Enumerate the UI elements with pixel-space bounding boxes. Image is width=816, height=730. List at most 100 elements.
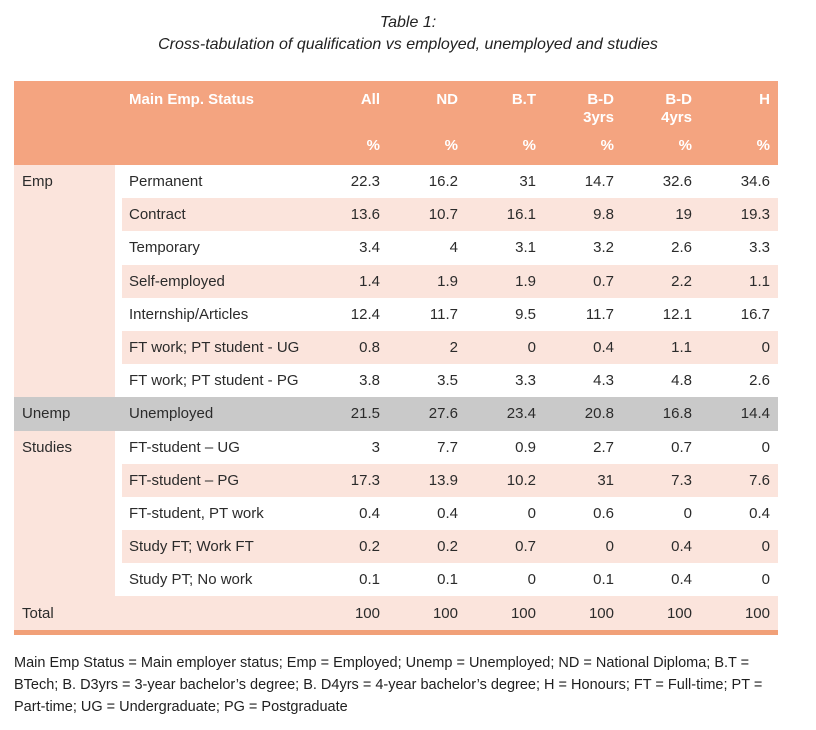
column-gutter bbox=[115, 231, 122, 265]
row-group-label bbox=[14, 330, 115, 365]
row-value: 0.1 bbox=[310, 563, 388, 597]
header-column-line: 3yrs bbox=[583, 109, 614, 126]
table-title: Table 1: bbox=[379, 14, 437, 31]
row-value: 100 bbox=[466, 596, 544, 630]
row-value: 0 bbox=[622, 496, 700, 531]
row-value: 23.4 bbox=[466, 397, 544, 431]
column-gutter bbox=[115, 198, 122, 232]
row-value: 0 bbox=[466, 496, 544, 531]
row-value: 1.9 bbox=[466, 264, 544, 298]
header-column-label: ND bbox=[388, 81, 466, 133]
row-label: Unemployed bbox=[122, 397, 310, 431]
row-value: 12.4 bbox=[310, 297, 388, 331]
table-row: FT work; PT student - UG 0.8 2 0 0.4 1.1 0 bbox=[14, 330, 778, 365]
row-value: 0.7 bbox=[544, 264, 622, 298]
row-value: 3.8 bbox=[310, 364, 388, 398]
row-value: 2.6 bbox=[622, 231, 700, 265]
row-value: 7.7 bbox=[388, 430, 466, 464]
row-value: 0 bbox=[700, 563, 778, 597]
row-value: 0.4 bbox=[622, 530, 700, 564]
row-value: 2.2 bbox=[622, 264, 700, 298]
header-column-line: B-D bbox=[665, 91, 692, 108]
row-value: 0.4 bbox=[544, 330, 622, 365]
table-bottom-rule bbox=[14, 629, 778, 635]
row-value: 0.4 bbox=[310, 496, 388, 531]
row-value: 19.3 bbox=[700, 198, 778, 232]
row-value: 10.7 bbox=[388, 198, 466, 232]
row-label: FT work; PT student - PG bbox=[122, 364, 310, 398]
table-row: Internship/Articles 12.4 11.7 9.5 11.7 12.1 16… bbox=[14, 297, 778, 331]
row-group-label bbox=[14, 463, 115, 497]
row-value: 1.1 bbox=[700, 264, 778, 298]
row-value: 16.8 bbox=[622, 397, 700, 431]
row-group-label bbox=[14, 364, 115, 398]
row-value: 0.6 bbox=[544, 496, 622, 531]
row-value: 4.3 bbox=[544, 364, 622, 398]
row-group-label bbox=[14, 563, 115, 597]
row-value: 16.1 bbox=[466, 198, 544, 232]
row-label: Internship/Articles bbox=[122, 297, 310, 331]
table-row: Study PT; No work 0.1 0.1 0 0.1 0.4 0 bbox=[14, 563, 778, 597]
header-empty-cell bbox=[14, 133, 115, 165]
row-value: 13.9 bbox=[388, 463, 466, 497]
row-label: Study PT; No work bbox=[122, 563, 310, 597]
row-value: 3.3 bbox=[466, 364, 544, 398]
row-value: 0.4 bbox=[388, 496, 466, 531]
header-unit-label: % bbox=[522, 137, 536, 154]
row-value: 31 bbox=[544, 463, 622, 497]
row-value: 3.4 bbox=[310, 231, 388, 265]
row-value: 20.8 bbox=[544, 397, 622, 431]
row-value: 7.3 bbox=[622, 463, 700, 497]
row-value: 1.1 bbox=[622, 330, 700, 365]
row-group-label: Emp bbox=[14, 165, 115, 199]
row-value: 16.2 bbox=[388, 165, 466, 199]
header-column-label: B-D 4yrs bbox=[622, 81, 700, 133]
column-gutter bbox=[115, 463, 122, 497]
row-value: 11.7 bbox=[544, 297, 622, 331]
row-value: 1.9 bbox=[388, 264, 466, 298]
row-value: 0 bbox=[466, 563, 544, 597]
table-row: Emp Permanent 22.3 16.2 31 14.7 32.6 34.6 bbox=[14, 165, 778, 199]
row-value: 22.3 bbox=[310, 165, 388, 199]
row-value: 34.6 bbox=[700, 165, 778, 199]
header-unit-label: % bbox=[756, 137, 770, 154]
row-value: 10.2 bbox=[466, 463, 544, 497]
header-empty-cell bbox=[14, 81, 115, 133]
row-value: 0.7 bbox=[622, 430, 700, 464]
header-column-label: H bbox=[700, 81, 778, 133]
column-gutter bbox=[115, 264, 122, 298]
table-row: Unemp Unemployed 21.5 27.6 23.4 20.8 16.8 14.4 bbox=[14, 397, 778, 431]
header-column-line: B-D bbox=[587, 91, 614, 108]
column-gutter bbox=[115, 530, 122, 564]
header-gutter-cell bbox=[115, 133, 122, 165]
column-gutter bbox=[115, 563, 122, 597]
footnote: Main Emp Status = Main employer status; … bbox=[14, 654, 763, 715]
row-label: Study FT; Work FT bbox=[122, 530, 310, 564]
row-value: 0.9 bbox=[466, 430, 544, 464]
row-value: 0.2 bbox=[388, 530, 466, 564]
table-row: Temporary 3.4 4 3.1 3.2 2.6 3.3 bbox=[14, 231, 778, 265]
row-group-label bbox=[14, 231, 115, 265]
row-value: 100 bbox=[388, 596, 466, 630]
table-subtitle: Cross-tabulation of qualification vs emp… bbox=[158, 36, 658, 53]
header-column-label: B.T bbox=[466, 81, 544, 133]
row-value: 0 bbox=[700, 430, 778, 464]
crosstab-table: Main Emp. Status All ND B.T B-D 3yrs B-D 4yrs H… bbox=[14, 81, 778, 635]
row-value: 3.2 bbox=[544, 231, 622, 265]
row-value: 100 bbox=[310, 596, 388, 630]
row-label: Self-employed bbox=[122, 264, 310, 298]
table-row: Studies FT-student – UG 3 7.7 0.9 2.7 0.7 0 bbox=[14, 430, 778, 464]
row-label: FT work; PT student - UG bbox=[122, 330, 310, 365]
row-value: 0 bbox=[544, 530, 622, 564]
header-column-line: ND bbox=[436, 91, 458, 108]
row-value: 0.2 bbox=[310, 530, 388, 564]
row-value: 14.7 bbox=[544, 165, 622, 199]
row-value: 0 bbox=[466, 330, 544, 365]
row-value: 1.4 bbox=[310, 264, 388, 298]
row-value: 0 bbox=[700, 530, 778, 564]
header-column-line: All bbox=[360, 91, 380, 108]
header-gutter-cell bbox=[115, 81, 122, 133]
header-unit-label: % bbox=[600, 137, 614, 154]
row-value: 32.6 bbox=[622, 165, 700, 199]
